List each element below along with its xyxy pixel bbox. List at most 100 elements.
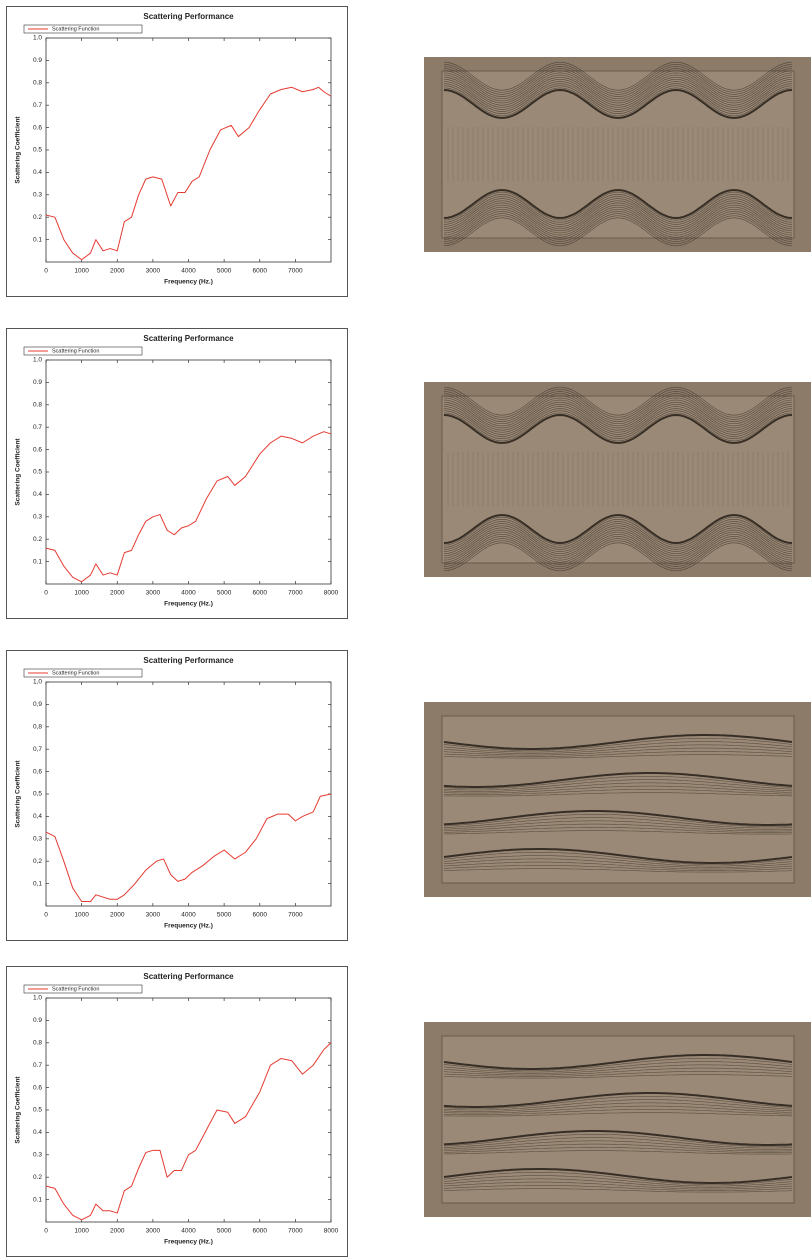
y-tick-label: 0.9 [33, 379, 42, 386]
panel-groove [443, 202, 793, 232]
panel-groove [443, 215, 793, 245]
panel-groove [443, 391, 793, 420]
y-tick-label: 0.2 [33, 1174, 42, 1181]
panel-groove [443, 78, 793, 108]
panel-groove [443, 1137, 793, 1149]
panel-groove [443, 1067, 793, 1076]
chart: Scattering Performance 0.1 0.2 0.3 0.4 0.5 0.6… [6, 966, 348, 1257]
panel-groove [443, 789, 793, 795]
line-series [45, 1042, 332, 1221]
panel-groove [443, 393, 793, 422]
panel-groove [443, 1150, 792, 1155]
panel-groove [443, 741, 793, 753]
x-tick-label: 4000 [181, 268, 196, 275]
legend-label: Scattering Function [52, 670, 99, 676]
panel-groove [443, 1054, 793, 1070]
panel-groove [443, 542, 793, 572]
y-tick-label: 0,8 [33, 724, 42, 731]
x-tick-label: 1000 [74, 268, 89, 275]
x-tick-label: 7000 [288, 268, 303, 275]
x-tick-label: 2000 [110, 268, 125, 275]
panel-groove [443, 406, 793, 435]
y-tick-label: 0.5 [33, 1107, 42, 1114]
y-tick-label: 0.1 [33, 236, 42, 243]
panel-groove [443, 785, 793, 794]
panel-groove [443, 747, 793, 756]
x-tick-label: 3000 [146, 912, 161, 919]
y-tick-label: 0.3 [33, 514, 42, 521]
plot-area [45, 681, 332, 907]
panel-groove [443, 388, 793, 418]
x-tick-label: 5000 [217, 912, 232, 919]
panel-groove [443, 868, 793, 873]
x-axis-label: Frequency (Hz.) [164, 601, 213, 608]
y-axis-label: Scattering Coefficient [15, 1076, 22, 1144]
panel-groove [443, 204, 793, 234]
panel-groove [443, 70, 793, 100]
y-axis-label: Scattering Coefficient [15, 438, 22, 506]
legend-box [23, 668, 143, 678]
y-tick-label: 0,1 [33, 880, 42, 887]
panel-groove [443, 63, 793, 93]
x-axis-label: Frequency (Hz.) [164, 1239, 213, 1246]
panel-groove [444, 792, 793, 797]
panel-groove [443, 1140, 793, 1150]
panel-groove [443, 852, 793, 865]
legend-label: Scattering Function [52, 986, 99, 992]
x-tick-label: 0 [44, 1228, 48, 1235]
x-tick-label: 2000 [110, 590, 125, 597]
panel-groove [443, 738, 793, 751]
y-tick-label: 0,4 [33, 813, 42, 820]
panel-groove [443, 1147, 793, 1153]
panel-groove [443, 196, 793, 225]
chart: Scattering Performance 0.1 0.2 0.3 0.4 0.5 0.6… [6, 328, 348, 619]
y-tick-label: 0,5 [33, 791, 42, 798]
x-tick-label: 7000 [288, 1228, 303, 1235]
panel-groove [443, 72, 793, 102]
panel-groove [443, 529, 793, 559]
panel-groove [443, 823, 793, 832]
panel-groove [443, 1099, 793, 1111]
x-tick-label: 5000 [217, 1228, 232, 1235]
panel-image [424, 57, 811, 252]
y-tick-label: 0.3 [33, 192, 42, 199]
x-tick-label: 3000 [146, 1228, 161, 1235]
panel-groove [443, 397, 793, 427]
panel-groove [443, 399, 793, 429]
panel-groove [443, 865, 793, 871]
x-tick-label: 1000 [74, 1228, 89, 1235]
x-tick-label: 3000 [146, 590, 161, 597]
y-tick-label: 0.4 [33, 169, 42, 176]
panel-groove [443, 206, 793, 236]
legend-label: Scattering Function [52, 26, 99, 32]
y-tick-label: 0.7 [33, 1062, 42, 1069]
panel-groove [443, 61, 793, 91]
legend: Scattering Function [23, 984, 143, 994]
y-tick-label: 0.2 [33, 214, 42, 221]
panel-groove [443, 1105, 793, 1114]
y-tick-label: 0.7 [33, 102, 42, 109]
panel-groove [443, 1168, 793, 1184]
panel-groove [443, 772, 793, 788]
chart-title: Scattering Performance [143, 656, 234, 665]
panel-groove [443, 191, 793, 221]
x-tick-label: 5000 [217, 268, 232, 275]
x-tick-label: 1000 [74, 590, 89, 597]
panel-groove [443, 76, 793, 106]
y-tick-label: 0.8 [33, 1040, 42, 1047]
panel-groove [443, 751, 793, 757]
x-tick-label: 6000 [253, 1228, 268, 1235]
panel-groove [443, 519, 793, 548]
y-tick-label: 0.8 [33, 402, 42, 409]
panel-groove [443, 817, 793, 829]
y-tick-label: 0.4 [33, 1129, 42, 1136]
x-axis-label: Frequency (Hz.) [164, 279, 213, 286]
y-tick-label: 0.6 [33, 446, 42, 453]
panel-image [424, 1022, 811, 1217]
panel-groove [443, 68, 793, 97]
y-tick-label: 1,0 [33, 679, 42, 686]
panel-groove [443, 538, 793, 567]
legend-label: Scattering Function [52, 348, 99, 354]
y-tick-label: 0.8 [33, 80, 42, 87]
